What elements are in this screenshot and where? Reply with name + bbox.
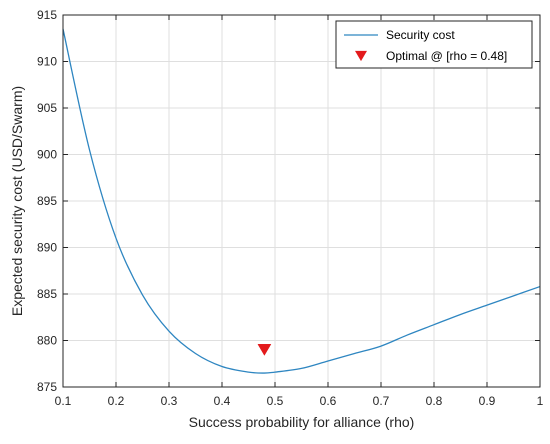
y-tick-label: 875 (37, 380, 57, 394)
x-tick-label: 0.2 (108, 394, 125, 408)
x-tick-label: 1 (537, 394, 544, 408)
optimal-marker (257, 344, 272, 356)
y-tick-label: 910 (37, 55, 57, 69)
x-tick-label: 0.9 (479, 394, 496, 408)
series-layer (62, 28, 541, 374)
legend-label-optimal: Optimal @ [rho = 0.48] (386, 49, 507, 63)
x-tick-label: 0.5 (267, 394, 284, 408)
y-tick-label: 900 (37, 148, 57, 162)
tick-labels: 0.1 0.2 0.3 0.4 0.5 0.6 0.7 0.8 0.9 1 875 880 885 890… (37, 8, 544, 408)
x-tick-label: 0.8 (426, 394, 443, 408)
series-line-security-cost (62, 28, 541, 374)
y-tick-label: 890 (37, 241, 57, 255)
y-tick-label: 895 (37, 194, 57, 208)
y-tick-label: 880 (37, 334, 57, 348)
y-tick-label: 915 (37, 8, 57, 22)
x-tick-label: 0.4 (214, 394, 231, 408)
x-tick-label: 0.7 (373, 394, 390, 408)
y-axis-title: Expected security cost (USD/Swarm) (9, 86, 25, 316)
legend-marker-swatch (355, 50, 367, 62)
y-tick-label: 905 (37, 101, 57, 115)
x-tick-label: 0.1 (55, 394, 72, 408)
y-tick-label: 885 (37, 287, 57, 301)
legend-box (335, 20, 533, 69)
x-tick-label: 0.6 (320, 394, 337, 408)
legend-label-security-cost: Security cost (386, 28, 455, 42)
x-tick-label: 0.3 (161, 394, 178, 408)
legend: Security cost Optimal @ [rho = 0.48] (335, 20, 533, 69)
x-axis-title: Success probability for alliance (rho) (189, 414, 415, 430)
